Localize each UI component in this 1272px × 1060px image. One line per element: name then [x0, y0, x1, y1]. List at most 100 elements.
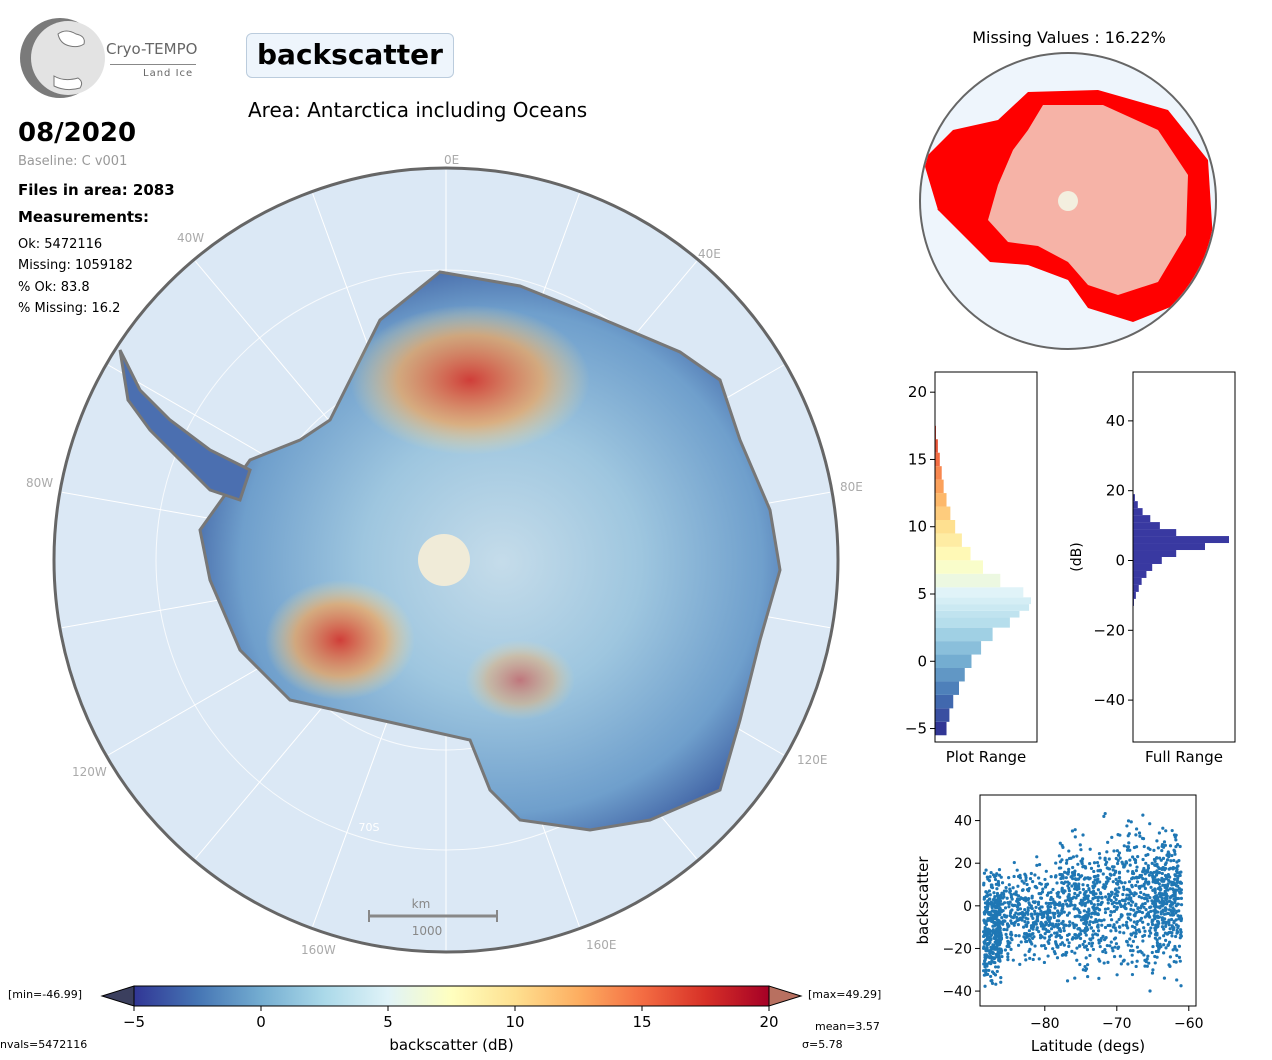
scatter-point: [1143, 880, 1148, 884]
scatter-point: [1110, 892, 1114, 896]
stat-pct-ok: % Ok: 83.8: [18, 280, 90, 295]
scatter-point: [1097, 852, 1102, 856]
scatter-point: [1064, 861, 1069, 865]
scatter-point: [1085, 947, 1090, 952]
scatter-point: [994, 942, 999, 946]
scatter-point: [1141, 813, 1145, 817]
scatter-point: [1020, 910, 1025, 915]
scatter-point: [989, 871, 993, 875]
scatter-point: [1166, 858, 1170, 862]
scatter-point: [1055, 931, 1059, 935]
scatter-point: [1023, 936, 1027, 941]
scatter-point: [1068, 899, 1072, 903]
scatter-point: [996, 939, 1000, 943]
scatter-point: [1160, 842, 1165, 847]
scatter-point: [1176, 902, 1180, 906]
plot-range-bar: [935, 452, 940, 467]
colorbar-min-label: [min=-46.99]: [8, 988, 83, 1001]
scatter-point: [1081, 887, 1086, 892]
full-range-ytick-label: 0: [1115, 551, 1125, 569]
scatter-point: [1082, 877, 1086, 881]
scatter-point: [1151, 968, 1155, 972]
scatter-point: [1037, 912, 1042, 916]
scatter-point: [1041, 887, 1045, 891]
scatter-point: [1086, 913, 1090, 918]
scatter-point: [1081, 942, 1085, 946]
scatter-point: [1074, 933, 1078, 937]
scatter-point: [1173, 877, 1177, 881]
scatter-point: [985, 903, 990, 907]
scatter-point: [1173, 900, 1177, 905]
scatter-point: [983, 984, 987, 988]
plot-range-bar: [935, 587, 1024, 598]
scatter-point: [1132, 920, 1136, 924]
scatter-point: [999, 936, 1003, 940]
scatter-point: [1093, 932, 1098, 936]
scatter-point: [1151, 877, 1155, 881]
scatter-point: [1033, 944, 1037, 948]
scatter-point: [1107, 857, 1111, 861]
scatter-point: [1153, 911, 1157, 915]
nvals-label: nvals=5472116: [0, 1038, 88, 1051]
scatter-point: [1007, 905, 1011, 909]
scatter-point: [1097, 908, 1101, 912]
scatter-point: [1126, 819, 1131, 823]
scatter-point: [1127, 897, 1131, 901]
scatter-point: [1175, 953, 1179, 958]
scatter-point: [1075, 914, 1079, 918]
scatter-point: [996, 947, 1000, 951]
scatter-point: [1043, 932, 1047, 936]
scatter-point: [1120, 860, 1124, 864]
scatter-point: [1148, 929, 1152, 933]
scatter-point: [1098, 856, 1102, 860]
full-range-bar: [1133, 550, 1177, 557]
plot-range-bar: [935, 681, 959, 695]
scatter-point: [1102, 918, 1106, 922]
scatter-point: [1082, 896, 1086, 900]
scatter-point: [1071, 921, 1075, 925]
scatter-point: [1170, 853, 1174, 858]
scatter-point: [1006, 955, 1010, 959]
scatter-point: [1135, 880, 1140, 884]
scatter-point: [1112, 905, 1116, 909]
scatter-point: [1129, 932, 1133, 936]
scatter-point: [1114, 942, 1119, 946]
scatter-point: [1133, 860, 1138, 865]
scatter-point: [1083, 901, 1088, 905]
scatter-point: [987, 879, 992, 883]
scatter-point: [1053, 906, 1057, 910]
scatter-point: [1082, 939, 1087, 944]
scatter-point: [1115, 861, 1120, 866]
scatter-point: [1073, 951, 1077, 955]
scatter-point: [1001, 919, 1005, 923]
scatter-point: [1114, 887, 1118, 891]
scatter-point: [1067, 941, 1071, 945]
scatter-point: [1161, 903, 1165, 907]
scatter-point: [1008, 911, 1013, 915]
scatter-point: [1018, 873, 1022, 877]
scatter-point: [1055, 933, 1059, 938]
scatter-point: [988, 897, 992, 901]
scatter-point: [1170, 828, 1174, 833]
scatter-point: [1015, 868, 1019, 872]
scatter-point: [1083, 964, 1087, 969]
scatter-point: [1160, 871, 1164, 876]
scatter-point: [1108, 872, 1112, 876]
scatter-point: [1129, 820, 1133, 824]
scatter-point: [1098, 944, 1102, 949]
scatter-point: [1096, 929, 1101, 933]
scatter-point: [1137, 875, 1141, 880]
plot-range-bar: [935, 627, 993, 642]
scatter-point: [1112, 909, 1117, 913]
scatter-point: [1035, 926, 1039, 930]
scatter-point: [1153, 916, 1157, 920]
scatter-point: [1052, 914, 1056, 918]
scatter-point: [1079, 918, 1084, 922]
scatter-point: [985, 909, 989, 913]
scatter-point: [1070, 937, 1074, 941]
scatter-point: [1095, 860, 1100, 865]
scatter-point: [1176, 930, 1180, 934]
scatter-point: [1156, 896, 1160, 900]
scatter-point: [1169, 859, 1173, 863]
scatter-point: [1012, 892, 1016, 896]
